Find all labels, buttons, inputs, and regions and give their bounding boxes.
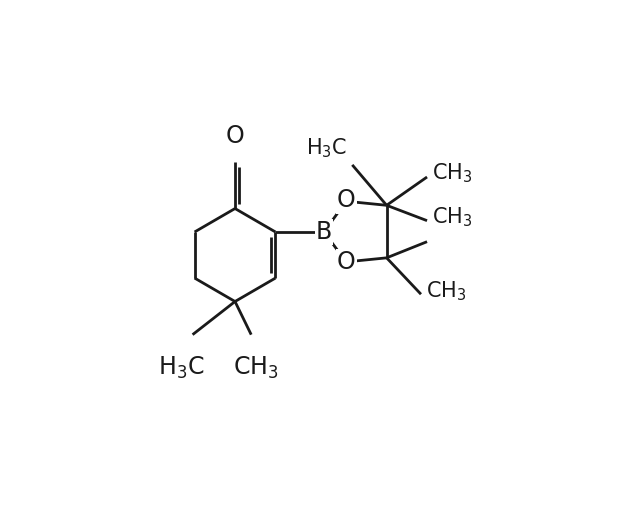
- Text: $\mathregular{CH}_{3}$: $\mathregular{CH}_{3}$: [233, 355, 278, 381]
- Text: $\mathregular{CH}_{3}$: $\mathregular{CH}_{3}$: [426, 280, 467, 303]
- Text: $\mathregular{H}_{3}\mathregular{C}$: $\mathregular{H}_{3}\mathregular{C}$: [158, 355, 205, 381]
- Text: $\mathregular{CH}_{3}$: $\mathregular{CH}_{3}$: [432, 206, 473, 229]
- Text: O: O: [337, 188, 356, 213]
- Text: $\mathregular{CH}_{3}$: $\mathregular{CH}_{3}$: [432, 161, 473, 185]
- Text: O: O: [337, 250, 356, 274]
- Text: $\mathregular{H}_{3}\mathregular{C}$: $\mathregular{H}_{3}\mathregular{C}$: [306, 136, 348, 160]
- Text: B: B: [316, 220, 332, 244]
- Text: O: O: [226, 124, 244, 148]
